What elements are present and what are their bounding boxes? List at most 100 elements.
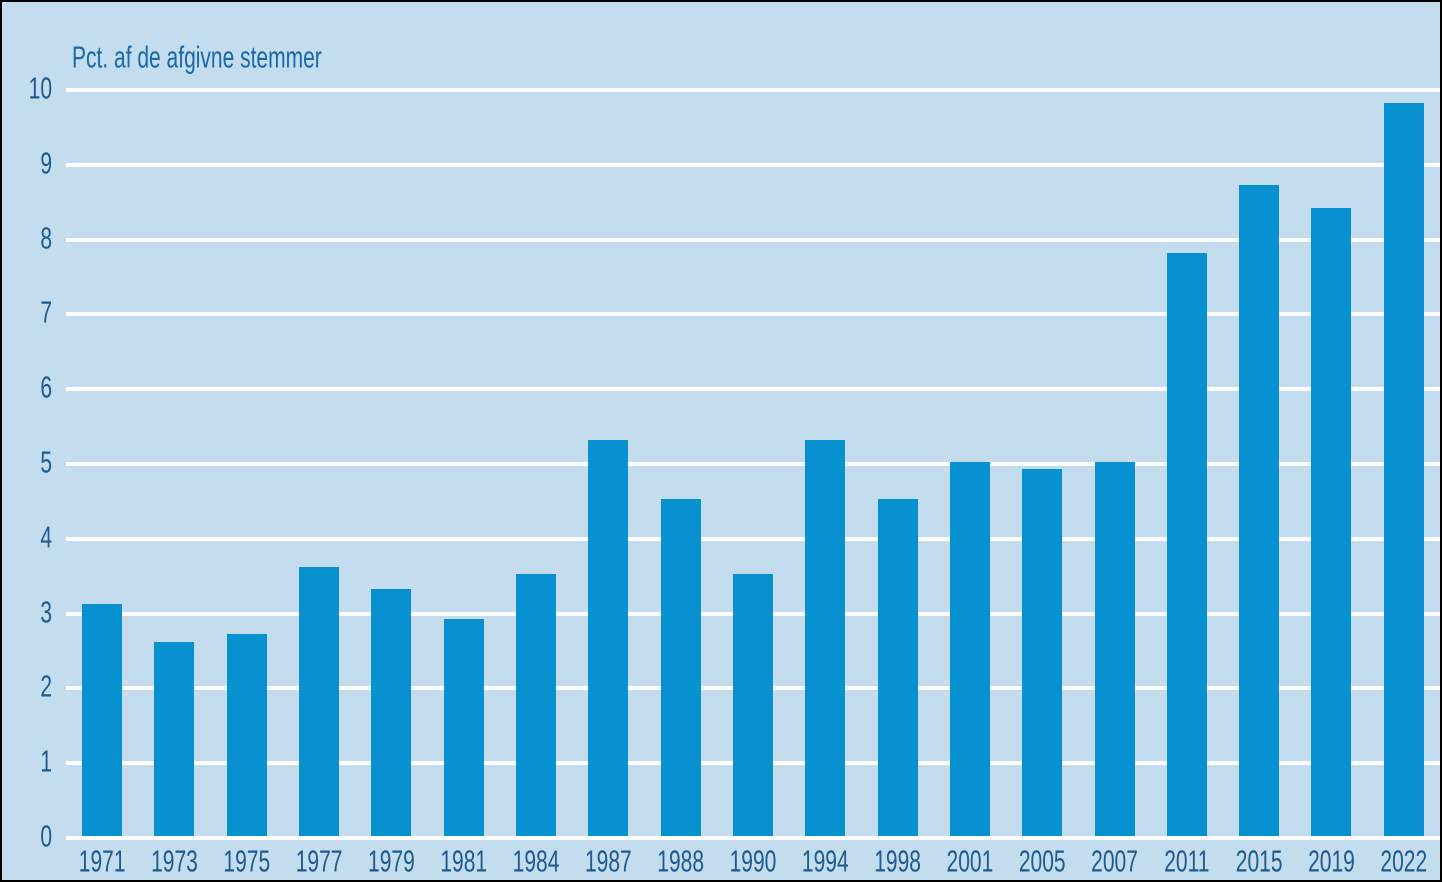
- x-tick-label-2019: 2019: [1295, 846, 1367, 880]
- bar-slot-1987: [572, 439, 644, 836]
- x-tick-text: 2022: [1380, 845, 1428, 879]
- y-tick-label-1: 1: [2, 746, 52, 779]
- x-tick-text: 1971: [78, 845, 126, 879]
- bar-2015: [1239, 185, 1280, 836]
- x-tick-label-1977: 1977: [283, 846, 355, 880]
- gridline-8: [66, 237, 1440, 242]
- x-tick-label-1990: 1990: [717, 846, 789, 880]
- y-tick-label-0: 0: [2, 821, 52, 854]
- x-tick-text: 1977: [295, 845, 343, 879]
- y-tick-label-10: 10: [2, 73, 52, 106]
- y-tick-label-7: 7: [2, 297, 52, 330]
- x-tick-label-1988: 1988: [645, 846, 717, 880]
- bar-slot-1994: [789, 439, 861, 836]
- x-tick-text: 2011: [1164, 845, 1210, 879]
- x-tick-text: 2007: [1091, 845, 1138, 879]
- x-tick-text: 1990: [729, 845, 777, 879]
- x-tick-text: 1981: [440, 845, 488, 879]
- x-tick-label-1984: 1984: [500, 846, 572, 880]
- y-tick-label-8: 8: [2, 222, 52, 255]
- bar-2019: [1311, 207, 1352, 836]
- bar-slot-1975: [211, 634, 283, 836]
- bar-1981: [443, 619, 484, 836]
- x-tick-text: 1988: [657, 845, 705, 879]
- bar-slot-2001: [934, 462, 1006, 836]
- bar-2022: [1383, 102, 1424, 836]
- bar-1975: [226, 634, 267, 836]
- bar-1973: [154, 641, 195, 836]
- x-tick-text: 1998: [874, 845, 921, 879]
- y-tick-text: 7: [40, 296, 52, 331]
- x-tick-text: 2015: [1235, 845, 1283, 879]
- bar-slot-2007: [1078, 462, 1150, 836]
- x-tick-label-1998: 1998: [861, 846, 933, 880]
- x-tick-label-1981: 1981: [428, 846, 500, 880]
- y-tick-label-4: 4: [2, 521, 52, 554]
- y-tick-text: 1: [40, 745, 52, 780]
- y-tick-label-3: 3: [2, 596, 52, 629]
- x-tick-text: 2019: [1308, 845, 1355, 879]
- bar-1988: [660, 499, 701, 836]
- x-tick-label-2015: 2015: [1223, 846, 1295, 880]
- bar-2005: [1022, 469, 1063, 836]
- y-tick-text: 3: [40, 596, 52, 630]
- bar-1979: [371, 589, 412, 836]
- x-tick-label-2022: 2022: [1368, 846, 1440, 880]
- x-tick-text: 1979: [368, 845, 415, 879]
- x-tick-text: 1975: [223, 845, 271, 879]
- bar-slot-1979: [355, 589, 427, 836]
- gridline-5: [66, 462, 1440, 466]
- x-tick-text: 1994: [801, 845, 849, 879]
- gridline-7: [66, 312, 1440, 317]
- y-tick-text: 2: [40, 670, 52, 705]
- y-tick-label-2: 2: [2, 671, 52, 704]
- bar-1971: [82, 604, 123, 836]
- x-tick-text: 2001: [946, 845, 994, 879]
- bar-slot-1973: [138, 641, 210, 836]
- x-tick-label-2005: 2005: [1006, 846, 1078, 880]
- x-tick-text: 1973: [151, 845, 198, 879]
- bar-slot-2011: [1151, 252, 1223, 836]
- gridline-9: [66, 162, 1440, 167]
- bar-slot-1977: [283, 566, 355, 836]
- bar-slot-1984: [500, 574, 572, 836]
- bar-slot-2005: [1006, 469, 1078, 836]
- x-tick-label-1994: 1994: [789, 846, 861, 880]
- bar-1998: [877, 499, 918, 836]
- bar-1990: [732, 574, 773, 836]
- x-tick-label-2001: 2001: [934, 846, 1006, 880]
- bar-2011: [1166, 252, 1207, 836]
- y-tick-text: 4: [40, 521, 52, 555]
- bars-container: [66, 2, 1440, 836]
- bar-slot-1998: [861, 499, 933, 836]
- x-tick-label-1973: 1973: [138, 846, 210, 880]
- chart-title-text: Pct. af de afgivne stemmer: [72, 41, 322, 75]
- bar-slot-2019: [1295, 207, 1367, 836]
- x-tick-label-1987: 1987: [572, 846, 644, 880]
- y-tick-label-6: 6: [2, 372, 52, 405]
- bar-2001: [949, 462, 990, 836]
- y-tick-label-5: 5: [2, 447, 52, 480]
- bar-slot-2015: [1223, 185, 1295, 836]
- bar-1987: [588, 439, 629, 836]
- gridline-6: [66, 387, 1440, 392]
- bar-2007: [1094, 462, 1135, 836]
- bar-slot-1990: [717, 574, 789, 836]
- y-tick-label-9: 9: [2, 147, 52, 180]
- x-tick-label-2007: 2007: [1078, 846, 1150, 880]
- gridline-10: [66, 88, 1440, 92]
- bar-1994: [805, 439, 846, 836]
- y-tick-text: 6: [40, 371, 52, 406]
- x-tick-label-2011: 2011: [1151, 846, 1223, 880]
- bar-1984: [516, 574, 557, 836]
- x-tick-label-1975: 1975: [211, 846, 283, 880]
- y-tick-text: 0: [40, 820, 52, 854]
- y-tick-text: 10: [28, 72, 52, 106]
- x-tick-text: 2005: [1018, 845, 1066, 879]
- y-tick-text: 8: [40, 222, 52, 256]
- x-tick-text: 1984: [512, 845, 560, 879]
- x-tick-label-1971: 1971: [66, 846, 138, 880]
- bar-slot-1988: [645, 499, 717, 836]
- bar-slot-2022: [1368, 102, 1440, 836]
